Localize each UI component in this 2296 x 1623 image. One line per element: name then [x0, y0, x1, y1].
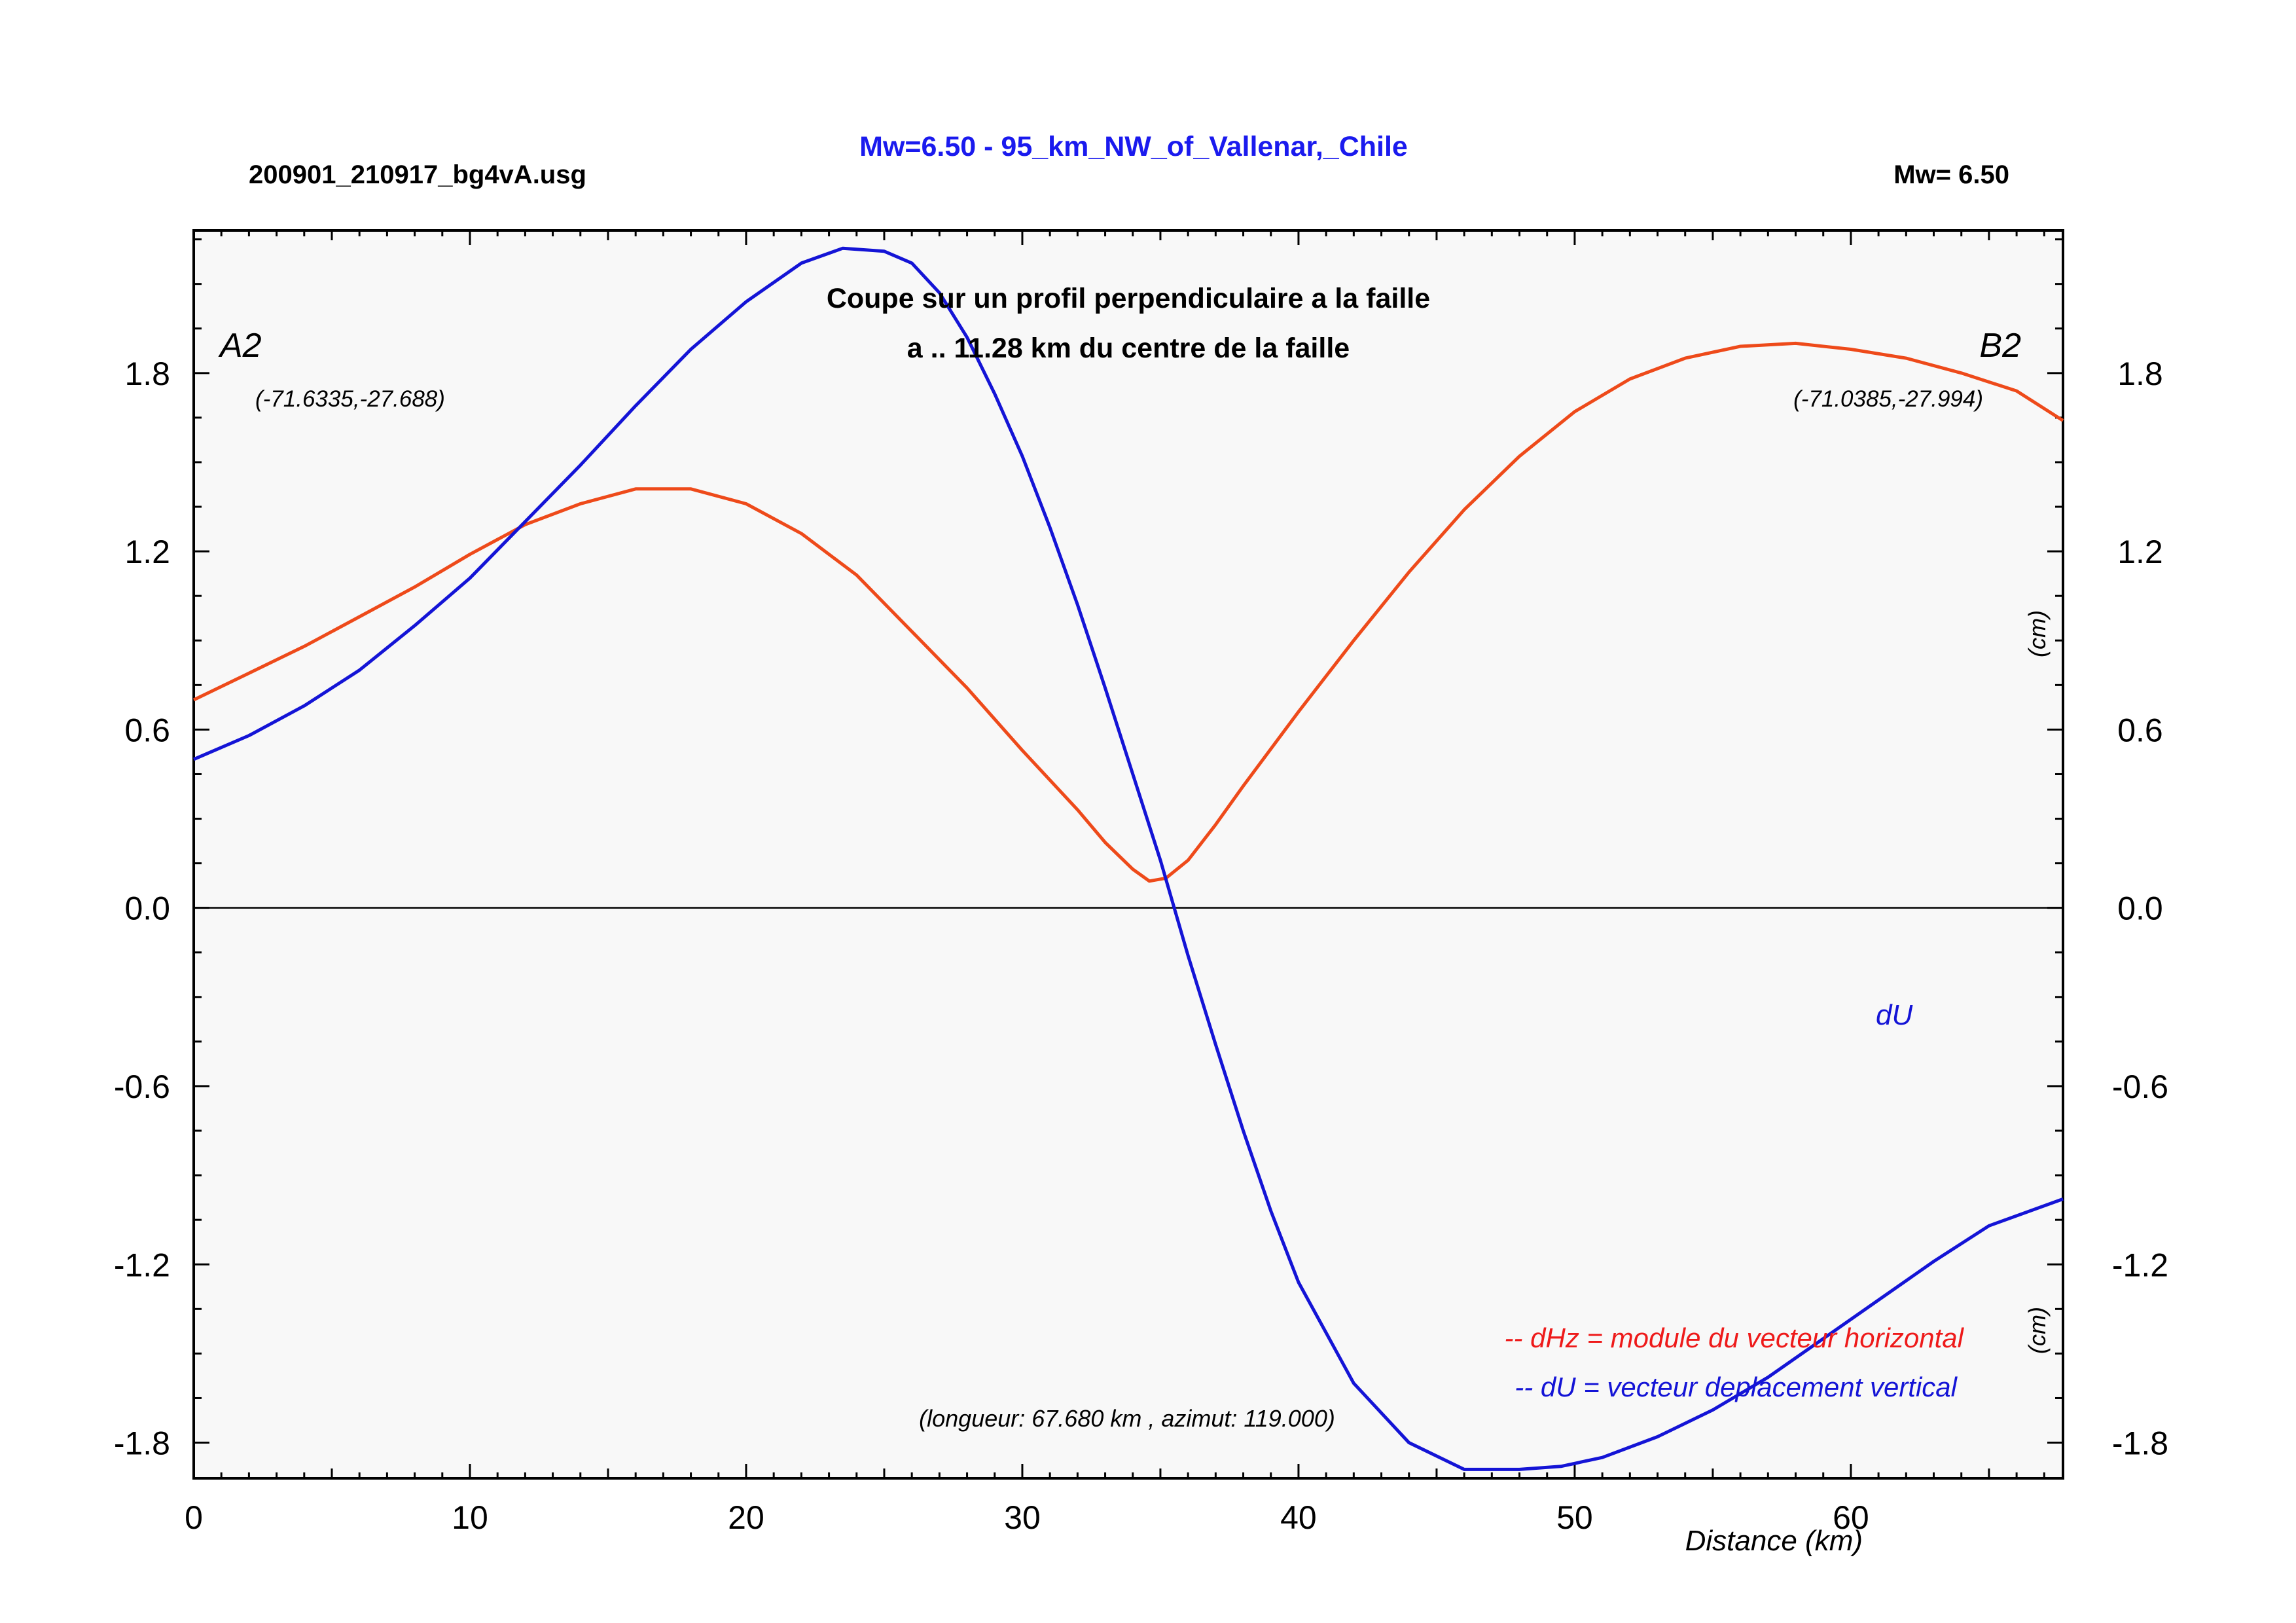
- du-series-line: [193, 246, 2064, 1471]
- y-tick-label-right: 0.0: [2117, 890, 2163, 927]
- magnitude-label: Mw= 6.50: [1893, 160, 2009, 189]
- x-axis-label: Distance (km): [1685, 1525, 1863, 1557]
- point-b-coords: (-71.0385,-27.994): [1793, 386, 1983, 412]
- y-tick-label-left: 0.6: [124, 712, 170, 748]
- y-tick-label-left: 1.2: [124, 534, 170, 570]
- y-tick-labels-left: -1.8 -1.2 -0.6 0.0 0.6 1.2 1.8: [114, 356, 170, 1462]
- x-tick-label: 60: [1833, 1499, 1869, 1536]
- y-tick-label-right: -1.2: [2112, 1247, 2168, 1283]
- subtitle-line-2: a .. 11.28 km du centre de la faille: [907, 333, 1350, 364]
- y-tick-labels-right: -1.8 -1.2 -0.6 0.0 0.6 1.2 1.8: [2112, 356, 2168, 1462]
- unit-label-lower: (cm): [2024, 1307, 2051, 1354]
- y-tick-label-right: 1.8: [2117, 356, 2163, 392]
- x-tick-label: 20: [728, 1499, 764, 1536]
- legend-entry-dhz: -- dHz = module du vecteur horizontal: [1504, 1322, 1964, 1353]
- y-tick-label-right: 1.2: [2117, 534, 2163, 570]
- y-tick-label-left: -1.8: [114, 1425, 170, 1462]
- axis-ticks: [192, 230, 2063, 1478]
- legend-entry-du: -- dU = vecteur deplacement vertical: [1515, 1372, 1958, 1402]
- x-tick-label: 10: [452, 1499, 488, 1536]
- filename-label: 200901_210917_bg4vA.usg: [249, 160, 586, 189]
- plot-area: [192, 229, 2064, 1480]
- point-a-coords: (-71.6335,-27.688): [255, 386, 445, 412]
- x-tick-label: 0: [185, 1499, 203, 1536]
- y-tick-label-left: -1.2: [114, 1247, 170, 1283]
- subtitle-line-1: Coupe sur un profil perpendiculaire a la…: [827, 283, 1430, 314]
- x-tick-labels: 0 10 20 30 40 50 60: [185, 1499, 1869, 1536]
- x-tick-label: 50: [1556, 1499, 1593, 1536]
- y-tick-label-right: -1.8: [2112, 1425, 2168, 1462]
- du-inline-label: dU: [1876, 999, 1912, 1031]
- y-tick-label-left: 0.0: [124, 890, 170, 927]
- unit-label-upper: (cm): [2024, 610, 2051, 657]
- point-b-label: B2: [1979, 327, 2021, 365]
- y-tick-label-right: 0.6: [2117, 712, 2163, 748]
- profile-info: (longueur: 67.680 km , azimut: 119.000): [919, 1405, 1335, 1432]
- point-a-label: A2: [218, 327, 262, 365]
- y-tick-label-right: -0.6: [2112, 1068, 2168, 1105]
- chart-title: Mw=6.50 - 95_km_NW_of_Vallenar,_Chile: [859, 131, 1408, 162]
- x-tick-label: 30: [1004, 1499, 1041, 1536]
- y-tick-label-left: 1.8: [124, 356, 170, 392]
- x-tick-label: 40: [1280, 1499, 1317, 1536]
- y-tick-label-left: -0.6: [114, 1068, 170, 1105]
- dhz-series-line: [192, 341, 2064, 883]
